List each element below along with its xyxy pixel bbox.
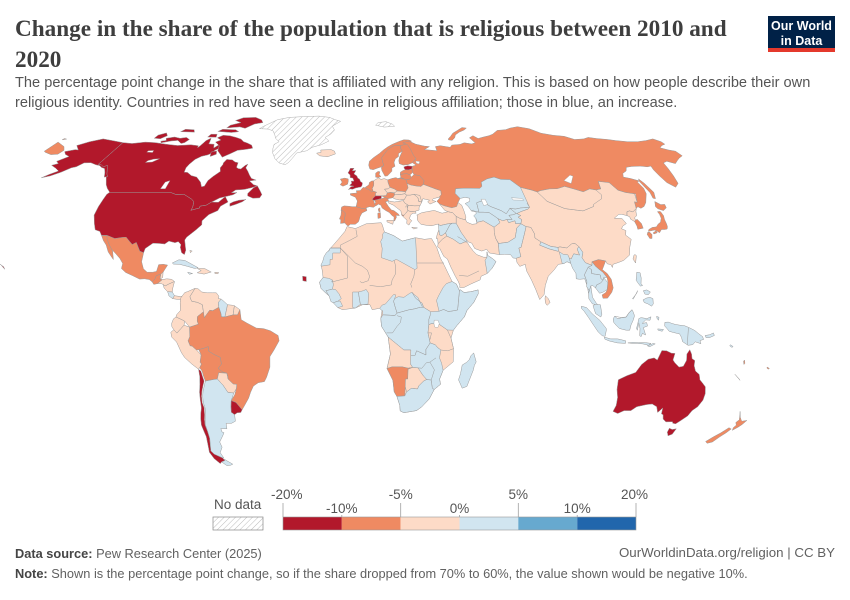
svg-text:20%: 20%: [621, 487, 648, 502]
svg-text:-10%: -10%: [326, 501, 358, 516]
svg-text:-5%: -5%: [389, 487, 413, 502]
svg-text:No data: No data: [214, 497, 262, 512]
svg-text:-20%: -20%: [271, 487, 303, 502]
svg-text:10%: 10%: [564, 501, 591, 516]
svg-text:0%: 0%: [450, 501, 470, 516]
svg-text:5%: 5%: [509, 487, 529, 502]
